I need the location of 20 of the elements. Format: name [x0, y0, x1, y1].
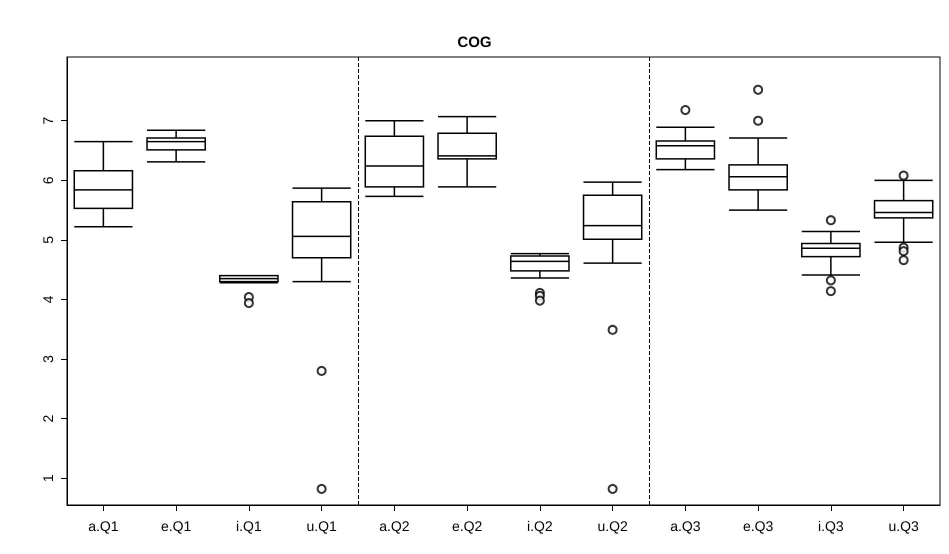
y-tick-label: 2 — [40, 414, 56, 423]
y-tick-label: 5 — [40, 236, 56, 244]
y-tick-label: 4 — [40, 295, 56, 304]
x-tick-label: e.Q2 — [452, 518, 483, 534]
x-tick-label: a.Q2 — [379, 518, 410, 534]
x-tick-label: i.Q2 — [527, 518, 553, 534]
x-tick-label: u.Q2 — [597, 518, 628, 534]
y-tick-label: 7 — [40, 116, 56, 125]
y-tick-label: 1 — [40, 474, 56, 482]
x-tick-label: a.Q3 — [670, 518, 701, 534]
chart-title: COG — [457, 34, 492, 51]
x-tick-label: i.Q3 — [818, 518, 844, 534]
y-tick-label: 3 — [40, 354, 56, 363]
x-tick-label: a.Q1 — [88, 518, 119, 534]
x-tick-label: u.Q1 — [306, 518, 338, 534]
x-tick-label: e.Q1 — [160, 518, 192, 534]
y-tick-label: 6 — [40, 176, 56, 184]
x-tick-label: u.Q3 — [888, 518, 920, 534]
x-tick-label: e.Q3 — [742, 518, 774, 534]
x-tick-label: i.Q1 — [236, 518, 262, 534]
